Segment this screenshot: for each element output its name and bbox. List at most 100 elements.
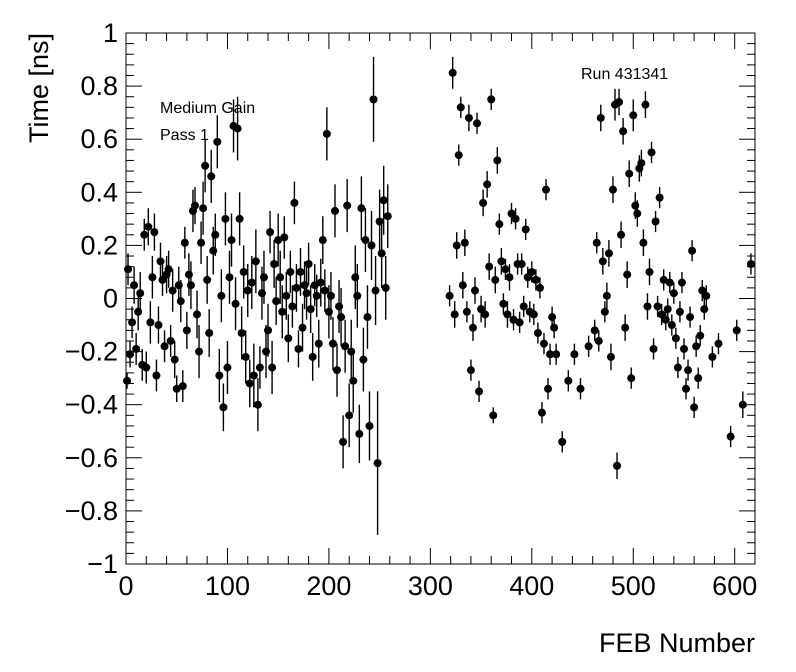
data-point: [708, 352, 717, 361]
data-point: [178, 382, 187, 391]
x-axis-ticks: [125, 33, 756, 564]
y-tick-label: 1: [103, 18, 118, 48]
data-point: [679, 344, 688, 353]
data-point: [688, 246, 697, 255]
data-point: [489, 411, 498, 420]
x-axis-label: FEB Number: [599, 628, 755, 658]
data-point: [686, 313, 695, 322]
data-point: [312, 291, 321, 300]
data-point: [651, 217, 660, 226]
data-point: [671, 334, 680, 343]
data-point: [219, 403, 228, 412]
data-point: [456, 103, 465, 112]
data-point: [140, 230, 149, 239]
data-point: [481, 310, 490, 319]
data-point: [148, 273, 157, 282]
data-point: [462, 307, 471, 316]
data-point: [166, 336, 175, 345]
data-point: [172, 384, 181, 393]
data-point: [253, 400, 262, 409]
data-point: [130, 281, 139, 290]
x-tick-label: 100: [205, 571, 250, 601]
data-point: [207, 172, 216, 181]
data-point: [619, 127, 628, 136]
data-point: [339, 437, 348, 446]
data-point: [357, 204, 366, 213]
data-point: [663, 305, 672, 314]
data-point: [193, 310, 202, 319]
data-point: [195, 347, 204, 356]
data-point: [274, 236, 283, 245]
data-point: [600, 307, 609, 316]
data-point: [314, 339, 323, 348]
data-point: [714, 339, 723, 348]
data-point: [128, 318, 137, 327]
x-tick-label: 600: [712, 571, 757, 601]
data-point: [639, 238, 648, 247]
data-point: [629, 111, 638, 120]
data-point: [349, 376, 358, 385]
data-point: [337, 313, 346, 322]
data-point: [647, 148, 656, 157]
data-point: [548, 313, 557, 322]
data-point: [233, 124, 242, 133]
data-point: [180, 238, 189, 247]
data-point: [633, 209, 642, 218]
data-point: [359, 355, 368, 364]
y-tick-label: 0: [103, 284, 118, 314]
data-point: [353, 291, 362, 300]
data-point: [546, 350, 555, 359]
data-point: [564, 376, 573, 385]
data-point: [227, 236, 236, 245]
data-point: [142, 363, 151, 372]
y-axis-label: Time [ns]: [24, 33, 54, 143]
data-point: [197, 238, 206, 247]
data-point: [544, 384, 553, 393]
x-axis-tick-labels: 0 100 200 300 400 500 600: [118, 571, 757, 601]
data-point: [576, 384, 585, 393]
data-point: [347, 347, 356, 356]
data-point: [497, 257, 506, 266]
data-point: [495, 220, 504, 229]
x-tick-label: 200: [306, 571, 351, 601]
data-point: [316, 278, 325, 287]
data-point: [268, 363, 277, 372]
data-point: [479, 198, 488, 207]
x-tick-label: 500: [611, 571, 656, 601]
data-point: [542, 185, 551, 194]
data-point: [468, 323, 477, 332]
data-point: [186, 281, 195, 290]
data-point: [276, 273, 285, 282]
y-axis-ticks: [126, 32, 755, 565]
data-point: [531, 275, 540, 284]
data-point: [262, 347, 271, 356]
data-point: [483, 180, 492, 189]
data-point: [473, 119, 482, 128]
data-point: [328, 339, 337, 348]
data-point: [278, 307, 287, 316]
data-point: [205, 329, 214, 338]
data-point: [558, 437, 567, 446]
data-point: [625, 169, 634, 178]
data-point: [266, 228, 275, 237]
data-point: [550, 323, 559, 332]
y-tick-label: 0.8: [80, 71, 118, 101]
data-point: [245, 379, 254, 388]
data-point: [592, 238, 601, 247]
data-point: [383, 212, 392, 221]
annotation-gain: Medium Gain: [160, 100, 255, 117]
data-point: [552, 350, 561, 359]
data-point: [450, 310, 459, 319]
data-point: [272, 297, 281, 306]
data-point: [454, 151, 463, 160]
data-point: [466, 366, 475, 375]
data-point: [286, 267, 295, 276]
data-point: [221, 214, 230, 223]
data-point: [300, 281, 309, 290]
data-point: [732, 326, 741, 335]
data-point: [452, 241, 461, 250]
data-point: [239, 267, 248, 276]
data-point: [655, 193, 664, 202]
data-point: [241, 352, 250, 361]
data-point: [661, 315, 670, 324]
